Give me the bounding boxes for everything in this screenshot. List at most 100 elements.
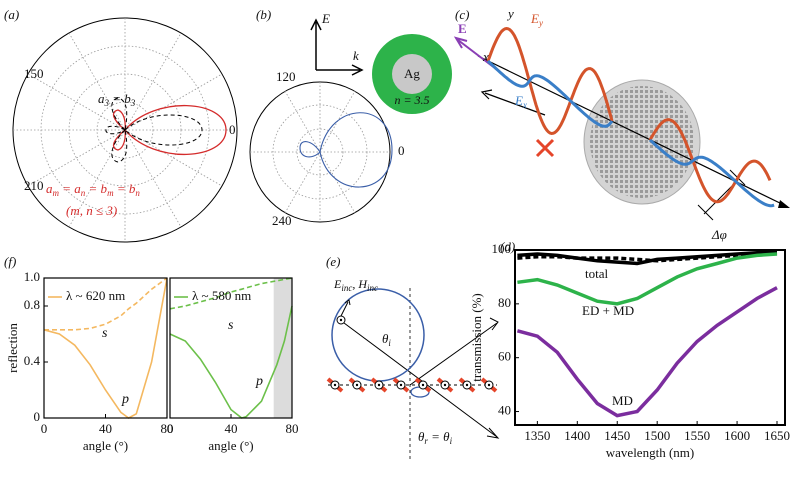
series-label: s xyxy=(228,318,234,333)
blocked-arrow xyxy=(480,89,546,116)
panel-label: (a) xyxy=(4,7,19,22)
dipole-center xyxy=(355,383,359,387)
x-tick-label: 80 xyxy=(161,421,174,436)
dipole-center xyxy=(333,383,337,387)
y-tick-label: 100 xyxy=(492,241,512,256)
axis-label: E xyxy=(321,11,330,26)
series-line xyxy=(516,286,778,418)
wave xyxy=(486,26,614,136)
x-axis-label: angle (°) xyxy=(208,438,253,453)
dipole-center xyxy=(377,383,381,387)
wave xyxy=(486,59,614,128)
y-tick-label: 0.8 xyxy=(24,297,40,312)
dipole-row xyxy=(326,377,498,393)
text-part: = b xyxy=(114,181,136,196)
x-tick-label: 0 xyxy=(167,421,174,436)
arrow-head xyxy=(778,200,790,208)
panel-label: (d) xyxy=(500,239,515,254)
x-tick-label: 40 xyxy=(225,421,238,436)
dipole-center xyxy=(421,383,425,387)
text-part: = θ xyxy=(428,429,450,444)
blue-lobe xyxy=(299,112,393,188)
subscript: i xyxy=(388,338,391,348)
text-part: E xyxy=(514,93,523,108)
y-tick-label: 40 xyxy=(498,403,511,418)
field-arrow xyxy=(340,299,351,317)
text-part: E xyxy=(530,11,539,26)
x-tick-label: 40 xyxy=(99,421,112,436)
x-tick-label: 1350 xyxy=(524,428,550,443)
x-tick-label: 1600 xyxy=(724,428,750,443)
subscript: x xyxy=(522,100,527,110)
subscript: m xyxy=(53,188,60,198)
wave xyxy=(649,138,775,208)
series-line xyxy=(43,277,168,419)
field-label: Einc, Hinc xyxy=(333,277,378,293)
red-lobe xyxy=(112,104,227,156)
text-part: = a xyxy=(59,181,81,196)
series-label: MD xyxy=(612,393,633,408)
subscript: y xyxy=(538,18,543,28)
cross xyxy=(535,138,555,158)
subscript: 3 xyxy=(104,98,110,108)
text-part: θ xyxy=(382,331,389,346)
wave xyxy=(648,118,772,204)
panel-label: (e) xyxy=(326,254,340,269)
x-tick-label: 80 xyxy=(286,421,299,436)
panel-a: (a) 150 0 210 a3 = b3 am = an = bm = bn … xyxy=(4,7,238,243)
subscript: r xyxy=(424,436,428,446)
shell-label: n = 3.5 xyxy=(394,93,429,107)
subscript: inc xyxy=(367,283,378,293)
dipole-center xyxy=(399,383,403,387)
annotation: am = an = bm = bn xyxy=(46,181,140,198)
x-tick-label: 1450 xyxy=(604,428,630,443)
angle-label: θi xyxy=(382,331,391,348)
series-line xyxy=(517,252,778,306)
field-label: E xyxy=(458,21,467,36)
panel-c: (c) E Ey Ex y x Δφ xyxy=(453,6,790,242)
metasurface-pillars xyxy=(590,86,694,198)
series-line xyxy=(517,250,778,263)
y-axis-label: reflection xyxy=(5,323,20,373)
x-tick-label: 0 xyxy=(41,421,48,436)
y-tick-label: 0.4 xyxy=(24,353,41,368)
series-label: ED + MD xyxy=(582,303,634,318)
subscript: i xyxy=(450,436,453,446)
series-label: total xyxy=(585,266,608,281)
series-line xyxy=(169,277,293,310)
plot-frame xyxy=(514,249,786,426)
angle-label: 210 xyxy=(24,178,44,193)
x-tick-label: 1650 xyxy=(764,428,790,443)
text-part: , H xyxy=(352,277,368,291)
y-axis-label: transmission (%) xyxy=(469,293,484,381)
black-lobe xyxy=(105,97,203,163)
dipole-center xyxy=(443,383,447,387)
series-label: p xyxy=(121,392,129,407)
axis-label: y xyxy=(506,6,514,21)
field-symbol xyxy=(339,318,343,322)
subscript: n xyxy=(135,188,140,198)
annotation: (m, n ≤ 3) xyxy=(66,203,117,218)
subscript: n xyxy=(81,188,86,198)
axis-label: k xyxy=(353,48,359,63)
subscript: inc xyxy=(341,283,352,293)
angle-label: 150 xyxy=(24,66,44,81)
core xyxy=(392,54,432,94)
subscript: m xyxy=(107,188,114,198)
axis-label: x xyxy=(482,49,489,64)
text-part: a xyxy=(98,91,105,106)
x-axis-label: wavelength (nm) xyxy=(606,445,694,460)
series-line xyxy=(44,277,168,331)
field-label: Ey xyxy=(530,11,543,28)
x-tick-label: 1400 xyxy=(564,428,590,443)
text-part: E xyxy=(333,277,342,291)
dipole-center xyxy=(487,383,491,387)
angle-label: 0 xyxy=(229,122,236,137)
axes-arrows xyxy=(310,18,364,76)
text-part: θ xyxy=(418,429,425,444)
panel-label: (b) xyxy=(256,7,271,22)
angle-label: 240 xyxy=(272,213,292,228)
series-label: p xyxy=(255,374,263,389)
series-label: s xyxy=(102,326,108,341)
